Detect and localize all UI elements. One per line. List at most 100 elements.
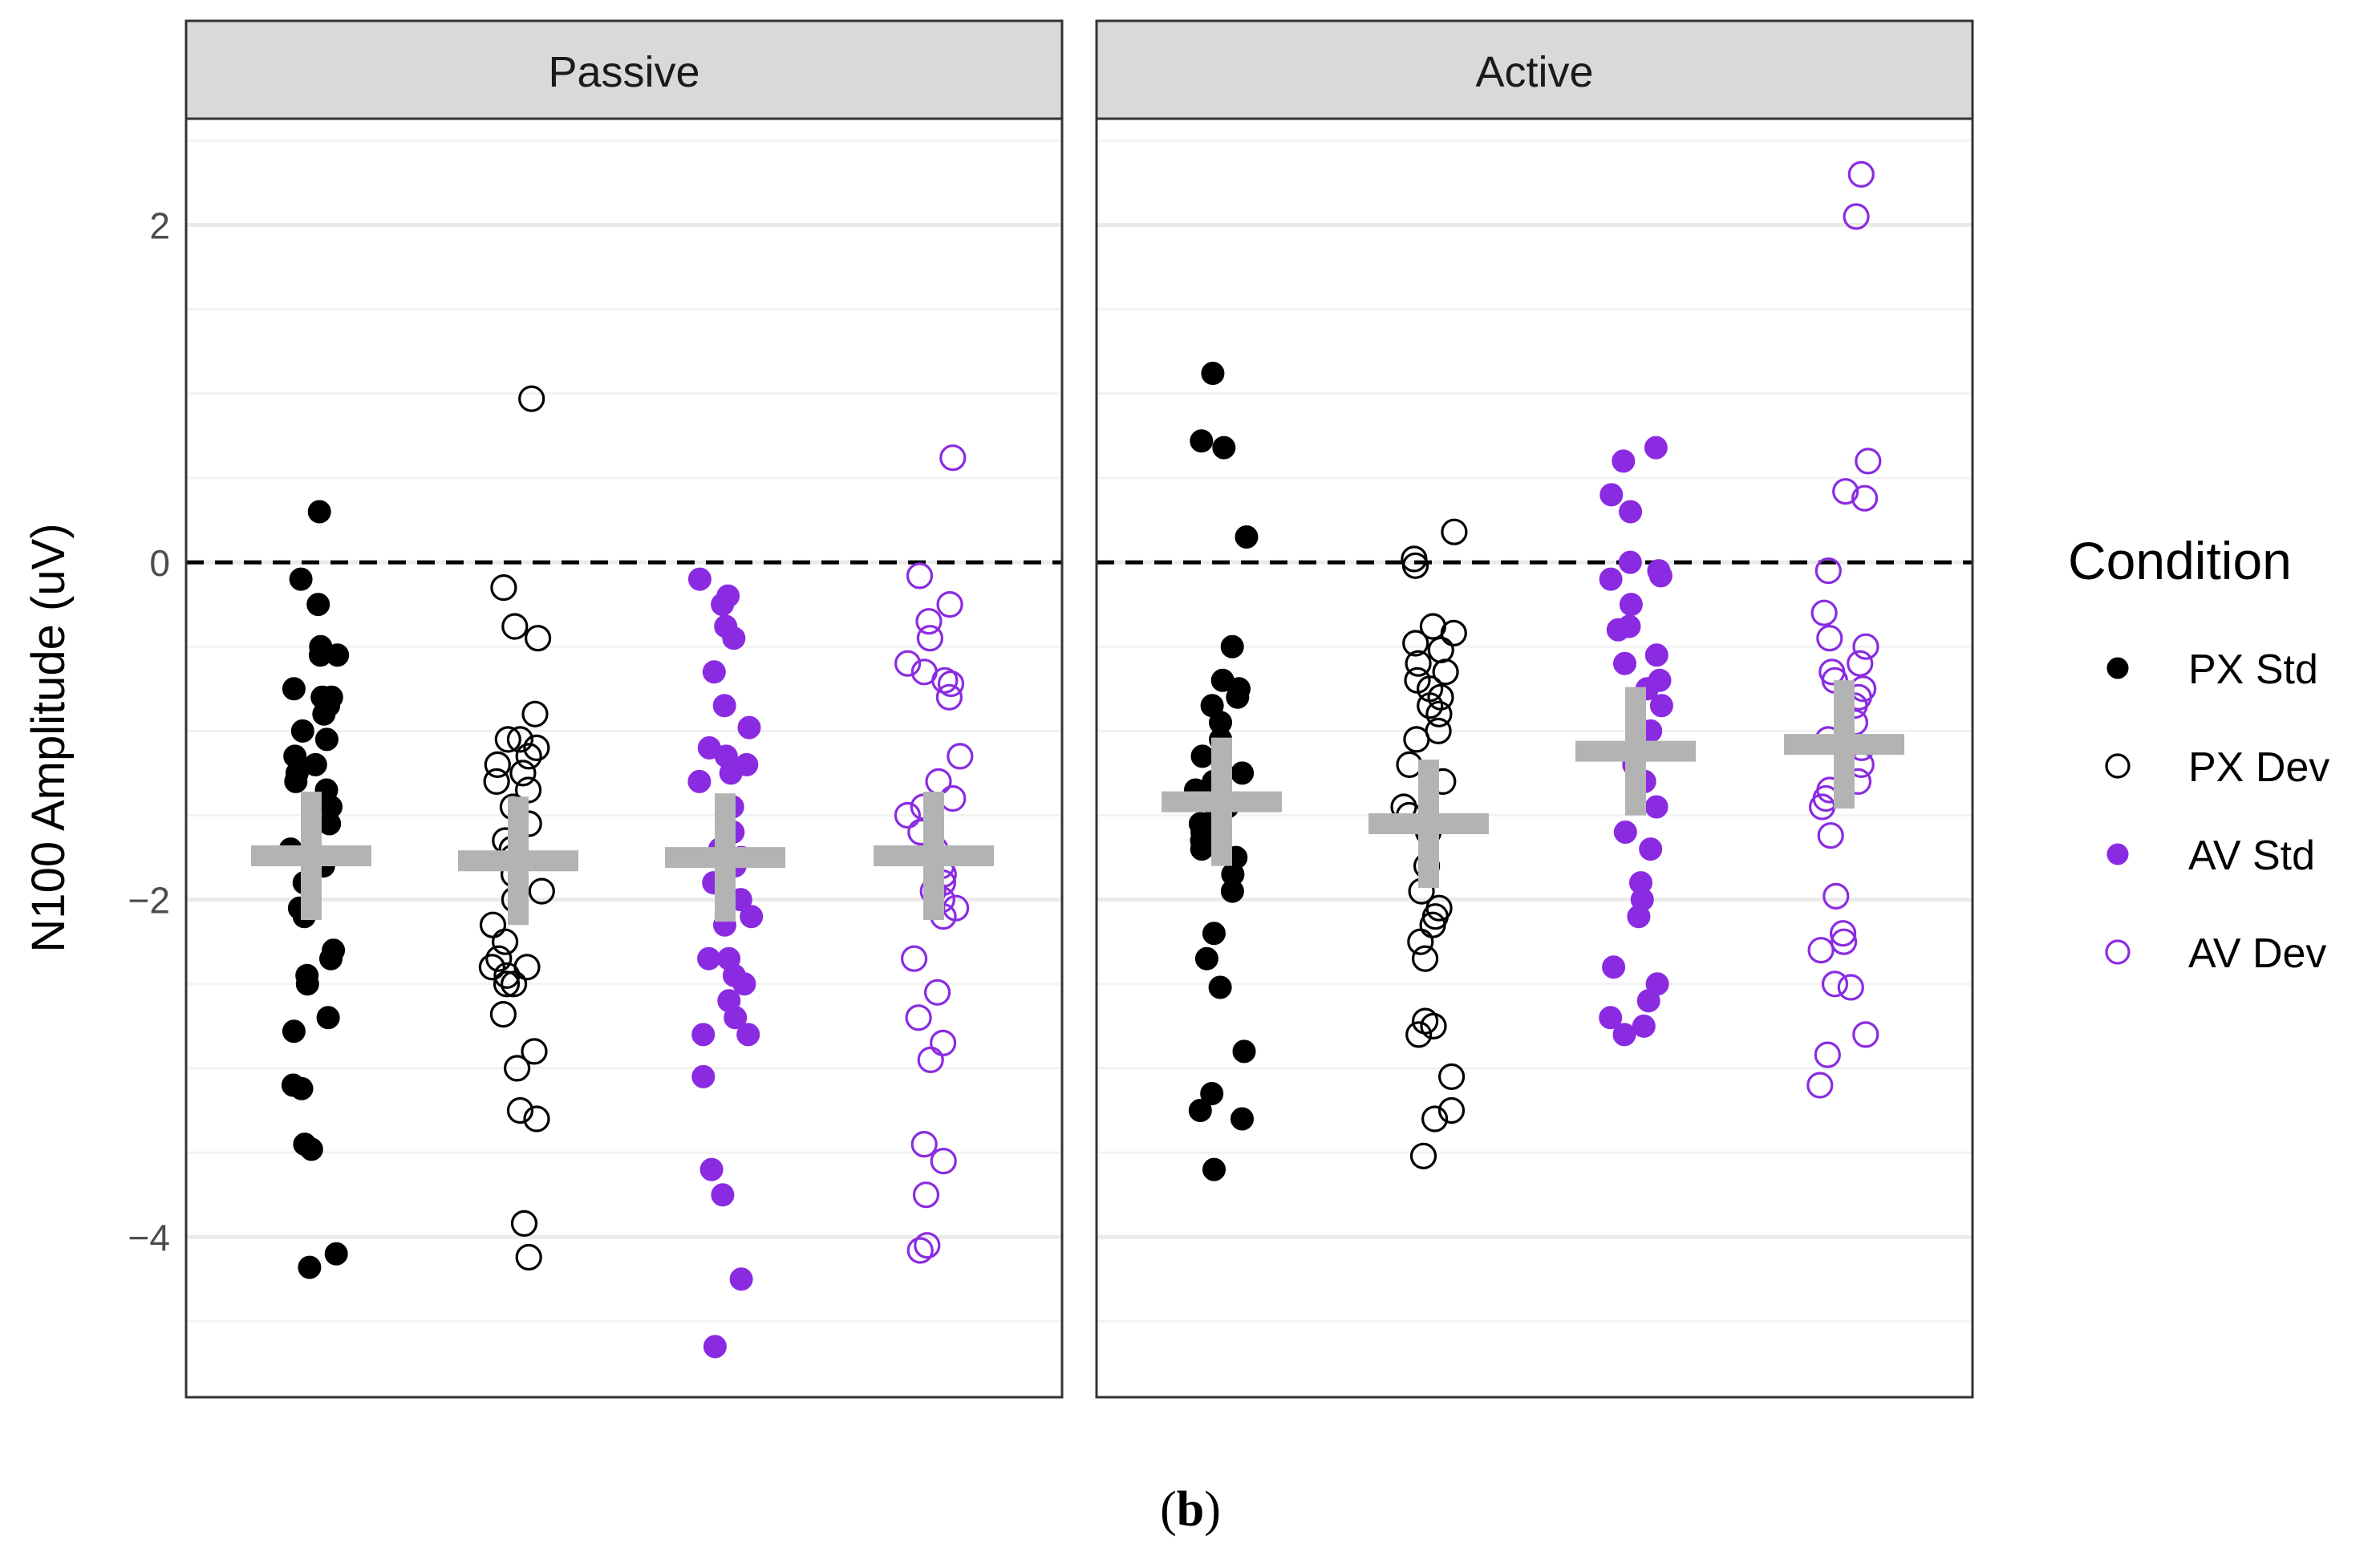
data-point xyxy=(1432,658,1459,686)
data-point xyxy=(518,385,545,412)
data-point xyxy=(1440,619,1467,647)
data-point xyxy=(1190,429,1214,453)
data-point xyxy=(290,1076,314,1100)
data-point xyxy=(1855,448,1882,475)
data-point xyxy=(699,1157,724,1181)
data-point xyxy=(930,1147,957,1175)
data-point xyxy=(1807,937,1835,964)
data-point xyxy=(1602,955,1626,979)
legend-title: Condition xyxy=(2068,531,2292,590)
data-point xyxy=(1816,625,1843,652)
data-point xyxy=(1421,1105,1449,1133)
data-point xyxy=(506,1096,534,1124)
points-active xyxy=(1184,160,1882,1181)
data-point xyxy=(306,593,330,617)
data-point xyxy=(702,660,726,684)
data-point xyxy=(1226,685,1250,709)
data-point xyxy=(491,928,519,955)
data-point xyxy=(1644,643,1668,667)
data-point xyxy=(703,1335,727,1359)
legend-label: PX Std xyxy=(2188,646,2318,693)
data-point xyxy=(894,801,922,829)
data-point xyxy=(523,1105,550,1133)
data-point xyxy=(509,760,537,787)
strip-passive xyxy=(184,19,1064,120)
data-point xyxy=(1619,593,1643,617)
data-point xyxy=(1830,920,1857,947)
data-point xyxy=(1852,633,1879,660)
data-point xyxy=(1231,761,1255,785)
data-point xyxy=(521,700,549,727)
data-point xyxy=(284,769,308,793)
data-point xyxy=(1188,1099,1212,1122)
means-active xyxy=(1162,680,1904,889)
data-point xyxy=(1832,478,1859,505)
data-point xyxy=(1843,203,1870,230)
data-point xyxy=(687,567,712,591)
data-point xyxy=(282,1019,306,1043)
data-point xyxy=(905,1004,932,1031)
data-point xyxy=(1814,557,1842,585)
y-tick-label: 2 xyxy=(149,205,170,246)
legend-key xyxy=(2105,939,2131,965)
data-point xyxy=(1401,552,1429,579)
strip-active xyxy=(1095,19,1974,120)
data-point xyxy=(312,702,336,726)
plot-border-active xyxy=(1095,117,1974,1399)
data-point xyxy=(1648,564,1672,588)
data-point xyxy=(1403,726,1430,753)
data-point xyxy=(290,719,314,743)
data-point xyxy=(1837,974,1864,1001)
data-point xyxy=(687,769,712,793)
data-point xyxy=(1606,618,1630,642)
data-point xyxy=(282,677,306,701)
data-point xyxy=(923,979,951,1006)
data-point xyxy=(1600,483,1624,507)
strip-label-passive: Passive xyxy=(548,48,699,96)
data-point xyxy=(1202,1157,1226,1181)
data-point xyxy=(1232,1039,1256,1064)
data-point xyxy=(1202,922,1226,946)
data-point xyxy=(307,500,331,524)
data-point xyxy=(917,1046,944,1074)
data-point xyxy=(494,726,521,753)
data-point xyxy=(910,1130,938,1158)
figure-caption: (b) xyxy=(1160,1482,1221,1537)
data-point xyxy=(500,971,528,998)
data-point xyxy=(1806,1072,1834,1099)
data-point xyxy=(906,1237,934,1264)
data-point xyxy=(1810,599,1838,626)
data-point xyxy=(1851,484,1879,512)
data-point xyxy=(1220,634,1244,658)
data-point xyxy=(1425,700,1453,727)
data-point xyxy=(732,972,756,996)
data-point xyxy=(489,1000,517,1028)
data-point xyxy=(1639,837,1663,861)
data-point xyxy=(316,1006,340,1030)
data-point xyxy=(493,971,521,998)
data-point xyxy=(1405,650,1432,677)
data-point xyxy=(711,1183,735,1207)
data-point xyxy=(490,573,517,602)
data-point xyxy=(1407,928,1434,955)
data-point xyxy=(915,608,943,635)
data-point xyxy=(1402,630,1429,657)
data-point xyxy=(1599,567,1623,591)
data-point xyxy=(493,962,521,989)
data-point xyxy=(894,650,922,677)
data-point xyxy=(906,562,934,590)
data-point xyxy=(515,1243,542,1271)
data-point xyxy=(1441,518,1468,545)
data-point xyxy=(691,1023,716,1047)
data-point xyxy=(1613,651,1636,675)
data-point xyxy=(501,613,529,640)
data-point xyxy=(1190,744,1214,768)
legend-label: PX Dev xyxy=(2188,744,2329,791)
data-point xyxy=(1208,975,1232,999)
data-point xyxy=(1627,905,1651,929)
data-point xyxy=(314,727,339,752)
plot-border-passive xyxy=(184,117,1064,1399)
data-point xyxy=(939,444,967,472)
data-point xyxy=(1409,1142,1437,1169)
legend-label: AV Dev xyxy=(2188,930,2326,977)
